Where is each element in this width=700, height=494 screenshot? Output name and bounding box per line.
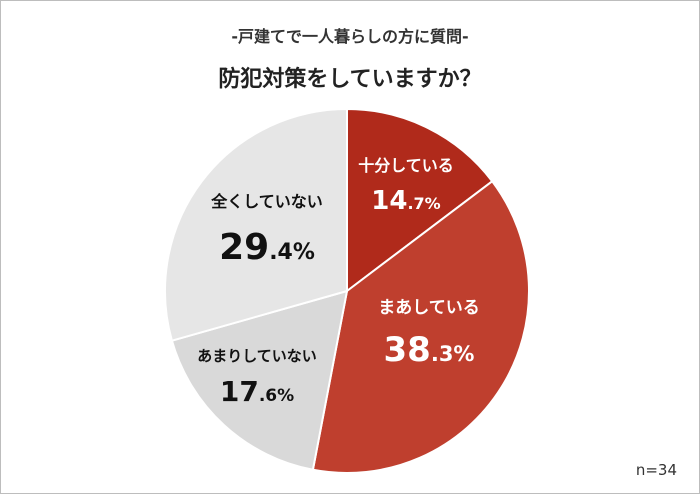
slice-value-label: 29.4% bbox=[219, 227, 315, 268]
slice-label: 十分している bbox=[358, 156, 454, 175]
slice-label: まあしている bbox=[378, 298, 480, 318]
pie-slice bbox=[164, 107, 348, 342]
slice-label: 全くしていない bbox=[210, 192, 323, 211]
chart-title: 防犯対策をしていますか？ bbox=[218, 67, 482, 92]
sample-size-label: n=34 bbox=[635, 461, 677, 479]
slice-value-label: 38.3% bbox=[384, 330, 475, 370]
pie-slice bbox=[311, 179, 530, 474]
pie-slice bbox=[170, 289, 349, 471]
chart-subtitle: -戸建てで一人暮らしの方に質問- bbox=[231, 27, 469, 46]
slice-value-label: 14.7% bbox=[371, 186, 440, 216]
slice-label: あまりしていない bbox=[197, 347, 317, 365]
slice-value-label: 17.6% bbox=[220, 375, 294, 408]
pie-slice bbox=[346, 107, 494, 294]
